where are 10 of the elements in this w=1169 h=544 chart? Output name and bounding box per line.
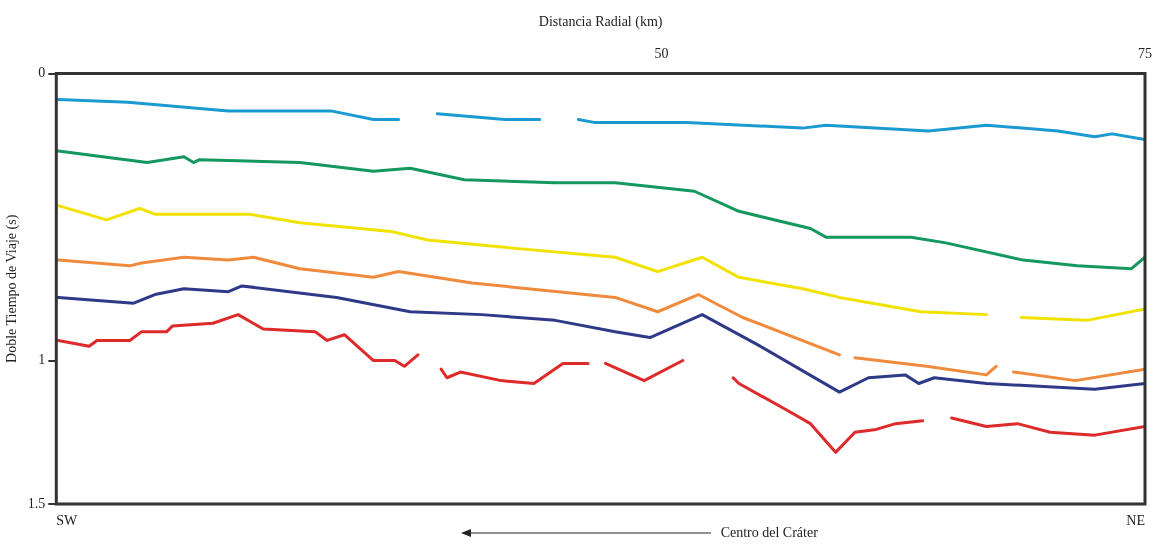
- x-tick-label: 75: [1138, 45, 1152, 61]
- x-axis-title: Distancia Radial (km): [538, 14, 663, 31]
- text: NE: [1126, 512, 1145, 528]
- text: SW: [56, 512, 79, 528]
- text: Centro del Cráter: [720, 524, 819, 540]
- y-tick-label: 1.5: [27, 495, 46, 511]
- x-tick-label: 50: [654, 45, 669, 61]
- y-axis-title: Doble Tiempo de Viaje (s): [4, 214, 21, 363]
- y-tick-label: 0: [38, 65, 46, 81]
- y-tick-label: 1: [38, 352, 46, 368]
